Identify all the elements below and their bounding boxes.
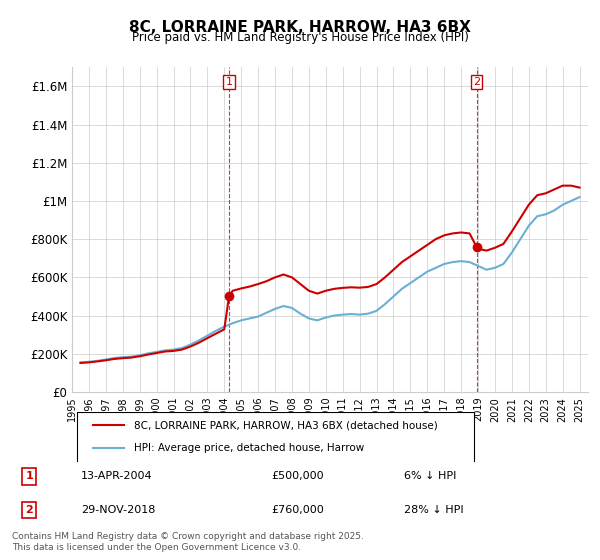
Text: £760,000: £760,000: [271, 505, 324, 515]
Text: 2: 2: [25, 505, 33, 515]
Text: 28% ↓ HPI: 28% ↓ HPI: [404, 505, 463, 515]
Text: 1: 1: [25, 472, 33, 482]
FancyBboxPatch shape: [77, 412, 475, 463]
Text: Price paid vs. HM Land Registry's House Price Index (HPI): Price paid vs. HM Land Registry's House …: [131, 31, 469, 44]
Text: £500,000: £500,000: [271, 472, 324, 482]
Text: 8C, LORRAINE PARK, HARROW, HA3 6BX (detached house): 8C, LORRAINE PARK, HARROW, HA3 6BX (deta…: [134, 420, 437, 430]
Text: 13-APR-2004: 13-APR-2004: [81, 472, 153, 482]
Text: Contains HM Land Registry data © Crown copyright and database right 2025.
This d: Contains HM Land Registry data © Crown c…: [12, 532, 364, 552]
Text: 2: 2: [473, 77, 480, 87]
Text: HPI: Average price, detached house, Harrow: HPI: Average price, detached house, Harr…: [134, 443, 364, 453]
Text: 1: 1: [226, 77, 232, 87]
Text: 8C, LORRAINE PARK, HARROW, HA3 6BX: 8C, LORRAINE PARK, HARROW, HA3 6BX: [129, 20, 471, 35]
Text: 29-NOV-2018: 29-NOV-2018: [81, 505, 155, 515]
Text: 6% ↓ HPI: 6% ↓ HPI: [404, 472, 456, 482]
